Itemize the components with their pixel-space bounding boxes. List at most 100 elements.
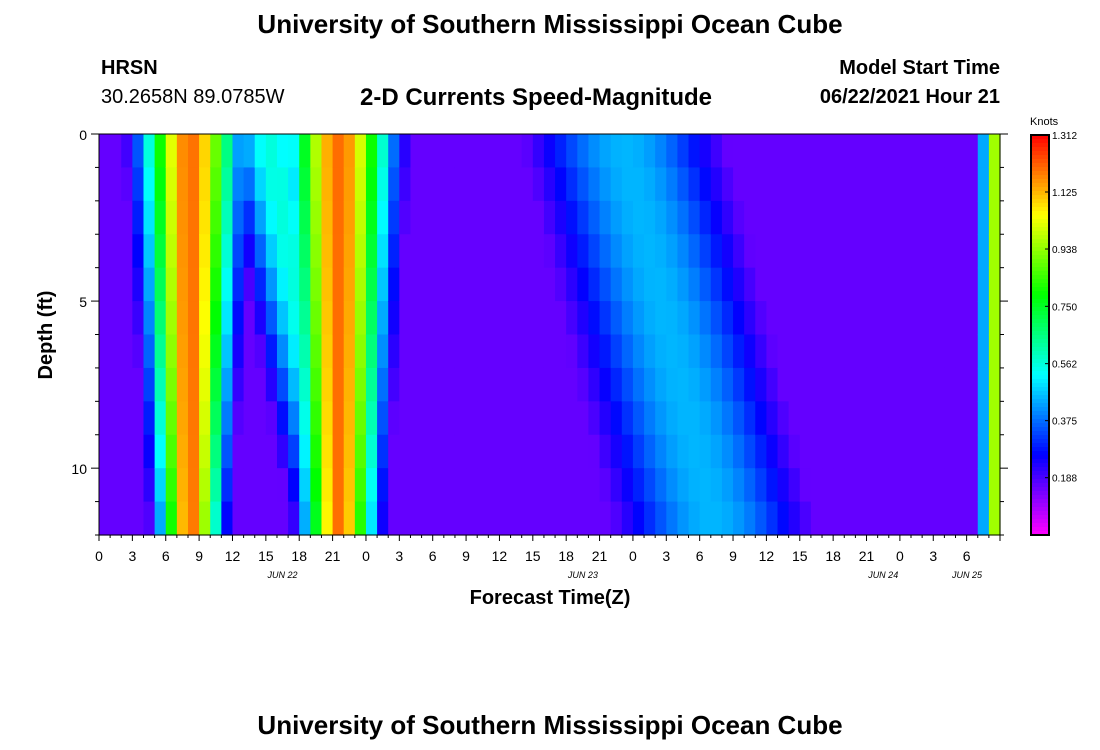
heatmap-cell — [377, 134, 389, 169]
heatmap-cell — [822, 434, 834, 469]
heatmap-cell — [365, 401, 378, 436]
heatmap-cell — [488, 367, 501, 402]
heatmap-cell — [532, 167, 545, 202]
colorbar-swatch — [1031, 223, 1049, 228]
heatmap-cell — [788, 334, 801, 369]
heatmap-cell — [321, 501, 334, 536]
heatmap-cell — [810, 334, 823, 369]
heatmap-cell — [543, 200, 556, 235]
heatmap-cell — [110, 200, 122, 235]
heatmap-cell — [321, 401, 334, 436]
heatmap-cell — [755, 468, 767, 503]
heatmap-cell — [132, 468, 145, 503]
heatmap-cell — [799, 134, 812, 169]
heatmap-cell — [688, 468, 701, 503]
heatmap-cell — [466, 301, 478, 336]
heatmap-cell — [421, 334, 434, 369]
heatmap-cell — [377, 434, 389, 469]
colorbar-swatch — [1031, 303, 1049, 308]
heatmap-cell — [499, 434, 512, 469]
heatmap-cell — [288, 334, 300, 369]
heatmap-cell — [933, 367, 945, 402]
heatmap-cell — [499, 167, 512, 202]
heatmap-cell — [944, 200, 957, 235]
heatmap-cell — [99, 367, 111, 402]
heatmap-cell — [299, 234, 311, 269]
heatmap-cell — [232, 267, 245, 302]
heatmap-cell — [988, 334, 1001, 369]
colorbar-swatch — [1031, 523, 1049, 528]
heatmap-cell — [911, 134, 923, 169]
heatmap-cell — [199, 234, 211, 269]
heatmap-cell — [844, 134, 856, 169]
colorbar-swatch — [1031, 255, 1049, 260]
heatmap-cell — [210, 200, 222, 235]
heatmap-cell — [121, 367, 133, 402]
heatmap-cell — [555, 267, 567, 302]
heatmap-cell — [599, 234, 612, 269]
heatmap-cell — [555, 501, 567, 536]
heatmap-cell — [755, 401, 767, 436]
heatmap-cell — [154, 200, 167, 235]
heatmap-cell — [599, 267, 612, 302]
heatmap-cell — [888, 468, 901, 503]
heatmap-cell — [644, 134, 656, 169]
heatmap-cell — [699, 468, 712, 503]
heatmap-cell — [833, 434, 845, 469]
colorbar-swatch — [1031, 203, 1049, 208]
heatmap-cell — [410, 167, 423, 202]
heatmap-cell — [421, 367, 434, 402]
heatmap-cell — [299, 468, 311, 503]
heatmap-cell — [321, 134, 334, 169]
heatmap-cell — [844, 334, 856, 369]
heatmap-cell — [488, 468, 501, 503]
heatmap-cell — [922, 401, 934, 436]
x-axis: 0 3 6 9 12 15 18 21 0 3 6 9 12 15 18 21 0 3 6 9 12 15 18 21 0 3 6 J… — [95, 535, 1001, 580]
heatmap-cell — [466, 234, 478, 269]
heatmap-cell — [644, 501, 656, 536]
heatmap-cell — [521, 267, 534, 302]
heatmap-cell — [744, 267, 756, 302]
heatmap-cell — [666, 234, 679, 269]
colorbar-swatch — [1031, 139, 1049, 144]
x-tick-label: 0 — [629, 548, 637, 564]
heatmap-cell — [510, 267, 523, 302]
heatmap-cell — [421, 200, 434, 235]
heatmap-cell — [243, 501, 256, 536]
heatmap-cell — [777, 267, 790, 302]
heatmap-cell — [644, 434, 656, 469]
heatmap-cell — [755, 234, 767, 269]
heatmap-cell — [677, 234, 690, 269]
heatmap-cell — [477, 134, 489, 169]
heatmap-cell — [521, 234, 534, 269]
heatmap-cell — [154, 267, 167, 302]
heatmap-cell — [187, 134, 200, 169]
heatmap-cell — [466, 167, 478, 202]
heatmap-cell — [922, 468, 934, 503]
heatmap-cell — [922, 234, 934, 269]
heatmap-cell — [343, 301, 356, 336]
heatmap-cell — [510, 501, 523, 536]
heatmap-cell — [199, 434, 211, 469]
heatmap-cell — [477, 200, 489, 235]
heatmap-cell — [866, 200, 879, 235]
heatmap-cell — [276, 301, 289, 336]
heatmap-cell — [566, 334, 578, 369]
heatmap-cell — [232, 234, 245, 269]
colorbar-swatch — [1031, 411, 1049, 416]
heatmap-cell — [299, 200, 311, 235]
x-tick-label: 0 — [95, 548, 103, 564]
heatmap-cell — [132, 301, 145, 336]
heatmap-cell — [966, 301, 979, 336]
heatmap-cell — [677, 301, 690, 336]
heatmap-cell — [610, 468, 623, 503]
heatmap-cell — [99, 167, 111, 202]
heatmap-cell — [388, 401, 400, 436]
heatmap-cell — [332, 434, 345, 469]
heatmap-cell — [477, 334, 489, 369]
colorbar-swatch — [1031, 147, 1049, 152]
heatmap-cell — [833, 267, 845, 302]
heatmap-cell — [288, 301, 300, 336]
heatmap-cell — [265, 434, 278, 469]
heatmap-cell — [721, 434, 734, 469]
